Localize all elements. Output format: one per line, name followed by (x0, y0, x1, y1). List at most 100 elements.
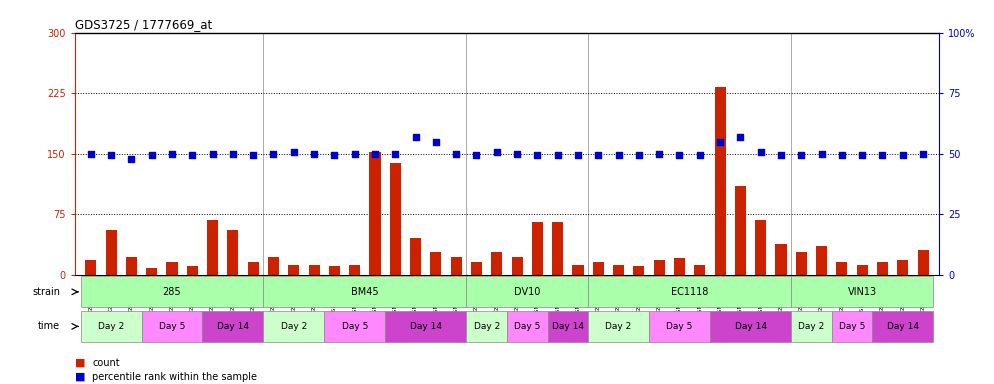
Point (448, 151, 464, 157)
Bar (694, 265, 706, 275)
Bar (649, 311, 710, 342)
Point (712, 139, 728, 145)
Point (83, 151, 98, 157)
Bar (715, 88, 726, 275)
Bar (466, 276, 588, 307)
Point (306, 151, 322, 157)
Text: Day 5: Day 5 (514, 322, 541, 331)
Text: GDS3725 / 1777669_at: GDS3725 / 1777669_at (75, 18, 212, 31)
Point (286, 149, 302, 155)
Point (246, 152, 261, 158)
Bar (532, 222, 543, 275)
Point (428, 139, 444, 145)
Text: Day 2: Day 2 (473, 322, 500, 331)
Point (265, 151, 281, 157)
Bar (430, 252, 441, 275)
Bar (81, 276, 263, 307)
Text: Day 14: Day 14 (410, 322, 441, 331)
Bar (588, 311, 649, 342)
Point (692, 152, 708, 158)
Bar (592, 263, 604, 275)
Point (733, 134, 748, 141)
Text: time: time (38, 321, 61, 331)
Bar (471, 263, 482, 275)
Point (184, 152, 200, 158)
Text: ■: ■ (75, 358, 85, 368)
Bar (248, 263, 258, 275)
Text: Day 2: Day 2 (605, 322, 632, 331)
Point (550, 152, 566, 158)
Bar (877, 263, 888, 275)
Bar (268, 257, 279, 275)
Bar (81, 311, 141, 342)
Bar (207, 220, 218, 275)
Bar (329, 266, 340, 275)
Bar (308, 265, 320, 275)
Bar (203, 311, 263, 342)
Text: Day 2: Day 2 (98, 322, 124, 331)
Point (590, 152, 606, 158)
Point (854, 152, 870, 158)
Bar (263, 276, 466, 307)
Point (103, 152, 119, 158)
Bar (573, 265, 583, 275)
Bar (548, 311, 588, 342)
Bar (674, 258, 685, 275)
Bar (390, 163, 401, 275)
Text: EC1118: EC1118 (671, 287, 709, 297)
Text: Day 5: Day 5 (839, 322, 865, 331)
Bar (917, 250, 928, 275)
Bar (288, 265, 299, 275)
Bar (710, 311, 791, 342)
Point (672, 152, 688, 158)
Point (509, 151, 525, 157)
Bar (512, 257, 523, 275)
Text: Day 14: Day 14 (887, 322, 918, 331)
Bar (228, 230, 239, 275)
Bar (816, 247, 827, 275)
Bar (466, 311, 507, 342)
Text: percentile rank within the sample: percentile rank within the sample (92, 372, 257, 382)
Bar (552, 222, 564, 275)
Point (834, 152, 850, 158)
Point (408, 134, 423, 141)
Bar (85, 260, 96, 275)
Text: Day 14: Day 14 (735, 322, 766, 331)
Text: Day 14: Day 14 (217, 322, 248, 331)
Text: Day 5: Day 5 (342, 322, 368, 331)
Bar (791, 276, 933, 307)
Bar (370, 152, 381, 275)
Bar (187, 266, 198, 275)
Point (631, 152, 647, 158)
Bar (588, 276, 791, 307)
Point (610, 152, 626, 158)
Point (367, 151, 383, 157)
Bar (857, 265, 868, 275)
Text: count: count (92, 358, 120, 368)
Bar (166, 263, 178, 275)
Bar (873, 311, 933, 342)
Bar (898, 260, 909, 275)
Point (530, 152, 546, 158)
Text: Day 5: Day 5 (159, 322, 185, 331)
Point (752, 149, 768, 155)
Bar (349, 265, 360, 275)
Bar (105, 230, 116, 275)
Point (814, 151, 830, 157)
Bar (654, 260, 665, 275)
Text: strain: strain (33, 287, 61, 297)
Bar (263, 311, 324, 342)
Bar (836, 263, 848, 275)
Text: VIN13: VIN13 (848, 287, 877, 297)
Point (164, 151, 180, 157)
Text: BM45: BM45 (351, 287, 379, 297)
Bar (633, 266, 644, 275)
Text: ■: ■ (75, 372, 85, 382)
Point (773, 152, 789, 158)
Point (895, 152, 911, 158)
Point (651, 151, 667, 157)
Point (915, 151, 931, 157)
Point (225, 151, 241, 157)
Bar (410, 238, 421, 275)
Point (468, 152, 484, 158)
